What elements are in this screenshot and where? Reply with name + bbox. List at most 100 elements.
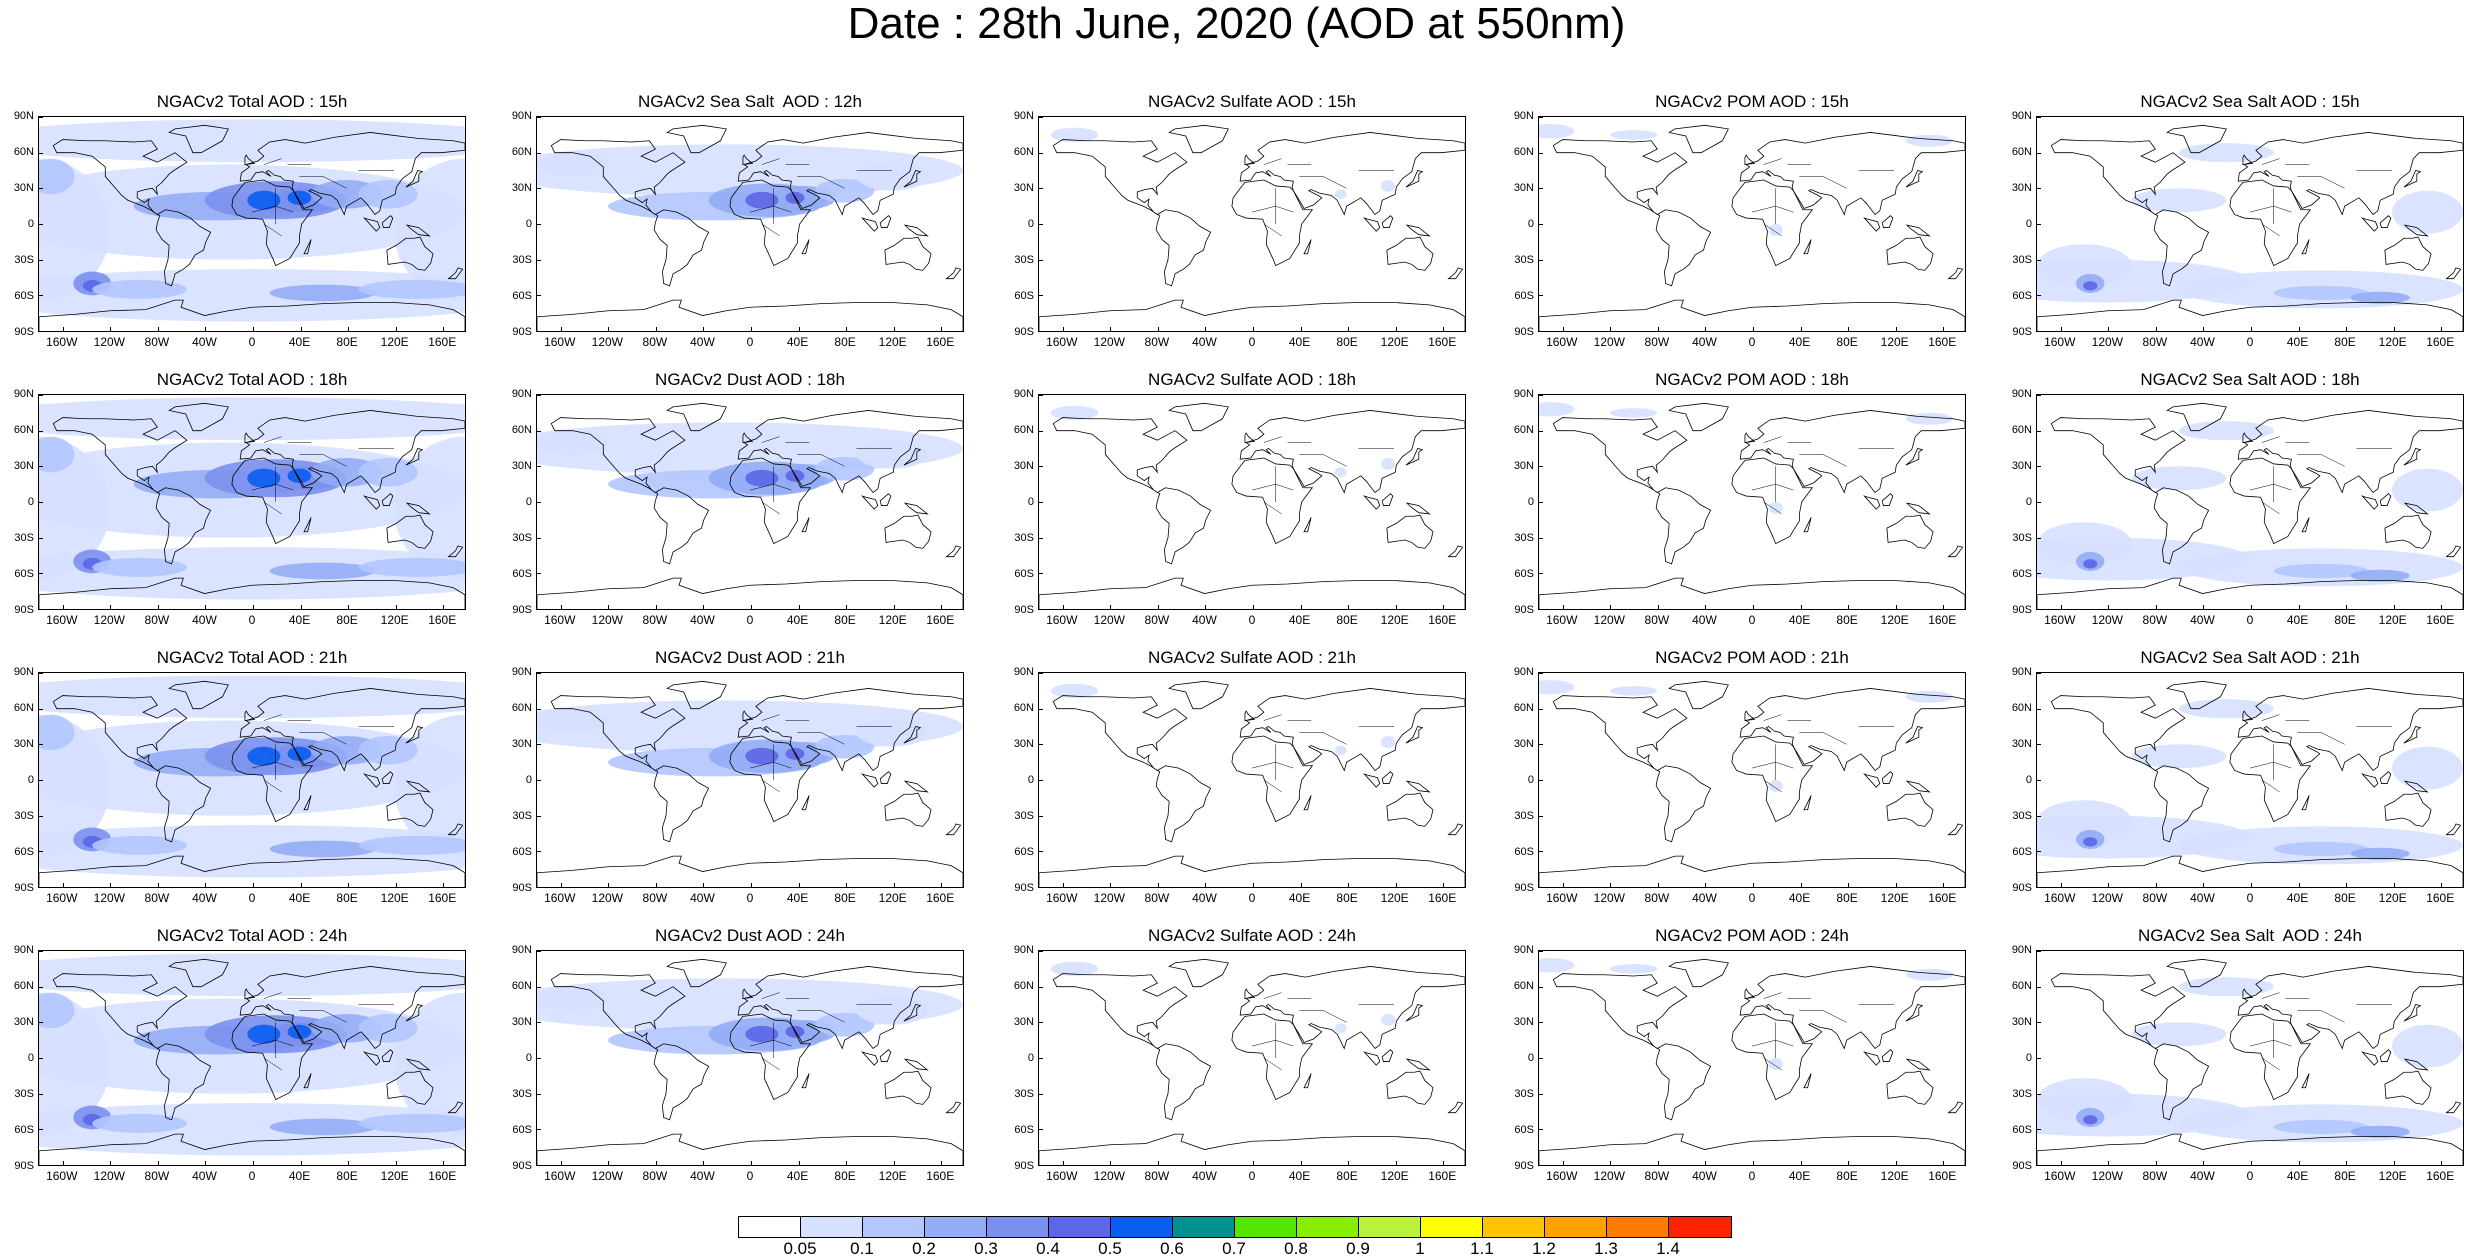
longitude-tick [2393,605,2395,609]
longitude-tick-label: 120E [2378,891,2407,905]
country-border [1763,779,1782,793]
country-border [263,714,282,721]
longitude-tick-label: 120E [1880,891,1909,905]
colorbar-segment [1421,1217,1483,1237]
country-border [749,205,774,213]
latitude-tick [537,708,541,710]
longitude-tick-label: 160W [1546,335,1578,349]
latitude-tick [2037,1022,2041,1024]
latitude-tick [1039,951,1043,952]
coastline [1381,493,1394,506]
longitude-tick [1943,1161,1945,1165]
coastline [884,236,932,271]
longitude-tick [2441,1161,2443,1165]
longitude-tick [1062,1161,1064,1165]
latitude-axis-labels: 90N 60N 30N 0 30S 60S 90S [1000,388,1034,616]
latitude-tick [1038,887,1043,888]
longitude-tick [1253,1161,1254,1165]
coastline [1052,139,1188,215]
longitude-tick [2346,605,2348,609]
longitude-tick-label: 80W [2142,335,2168,349]
coastline [1655,1043,1712,1121]
coastline [1303,795,1312,811]
coastline [1386,236,1434,271]
coastline [1239,688,1465,772]
longitude-tick-label: 160W [1046,1169,1078,1183]
longitude-tick [751,605,752,609]
longitude-tick-label: 120E [1380,613,1409,627]
coastline [2379,493,2392,506]
coastline [1552,973,1688,1049]
coastline [244,988,256,1000]
longitude-tick [2203,605,2205,609]
latitude-tick [1539,673,1543,674]
latitude-tick [1539,466,1543,468]
panel-title: NGACv2 POM AOD : 24h [1655,926,1849,945]
aod-map [39,953,465,1165]
latitude-tick-label: 60N [2011,702,2032,714]
coastline [2153,487,2210,565]
longitude-tick [1395,605,1397,609]
aod-shading-region [1539,680,1575,695]
country-border [2273,205,2292,213]
country-border [2261,223,2280,237]
latitude-axis-labels: 90N 60N 30N 0 30S 60S 90S [0,110,34,338]
latitude-tick-label: 60N [2011,980,2032,992]
coastline [239,688,465,772]
longitude-tick [1943,883,1945,887]
latitude-tick [537,1022,541,1024]
latitude-tick [1039,537,1043,539]
coastline [1239,966,1465,1050]
longitude-tick [1253,883,1254,887]
longitude-tick-label: 80E [1336,613,1358,627]
aod-map [1539,958,1965,1165]
latitude-tick [38,1165,43,1166]
coastline [1168,402,1229,432]
country-border [1275,205,1294,213]
longitude-tick-label: 0 [1748,613,1756,627]
aod-shading-region [1768,780,1783,792]
aod-shading-region [39,992,75,1029]
coastline [1803,1073,1812,1089]
longitude-tick [2203,1161,2205,1165]
latitude-tick [537,986,541,988]
coastline [2050,695,2186,771]
latitude-tick [39,1058,43,1059]
coastline [381,493,394,506]
coastline [1803,239,1812,255]
aod-shading-region [247,468,281,488]
latitude-tick-label: 90S [1514,604,1534,616]
country-border [275,761,294,769]
country-border [1763,714,1782,721]
coastline [168,680,229,710]
coastline [1739,410,1965,494]
aod-shading-region [358,736,418,765]
longitude-tick [443,883,445,887]
longitude-tick [1848,605,1850,609]
longitude-tick [2203,883,2205,887]
longitude-tick-label: 40W [2190,891,2215,905]
longitude-axis-labels: 160W 120W 80W 40W 0 40E 80E 120E 160E [1038,1169,1466,1185]
country-border [2249,761,2274,769]
aod-map [1039,958,1465,1165]
longitude-tick-label: 80E [1836,613,1858,627]
longitude-tick [608,1161,610,1165]
coastline [1363,217,1381,232]
latitude-tick-label: 90S [512,1160,532,1172]
longitude-tick-label: 40W [690,613,715,627]
country-border [263,779,282,793]
longitude-tick [2251,327,2252,331]
longitude-tick [395,605,397,609]
latitude-tick [39,1093,43,1095]
latitude-tick-label: 30N [2011,738,2032,750]
coastline [861,495,879,510]
country-border [761,992,780,999]
coastline [1447,1101,1464,1114]
longitude-tick-label: 160E [1928,613,1957,627]
longitude-tick [348,605,350,609]
latitude-tick-label: 30S [1514,254,1534,266]
latitude-tick [39,744,43,746]
longitude-tick-label: 80W [642,335,668,349]
aod-shading-region [745,1025,779,1043]
longitude-tick [560,605,562,609]
